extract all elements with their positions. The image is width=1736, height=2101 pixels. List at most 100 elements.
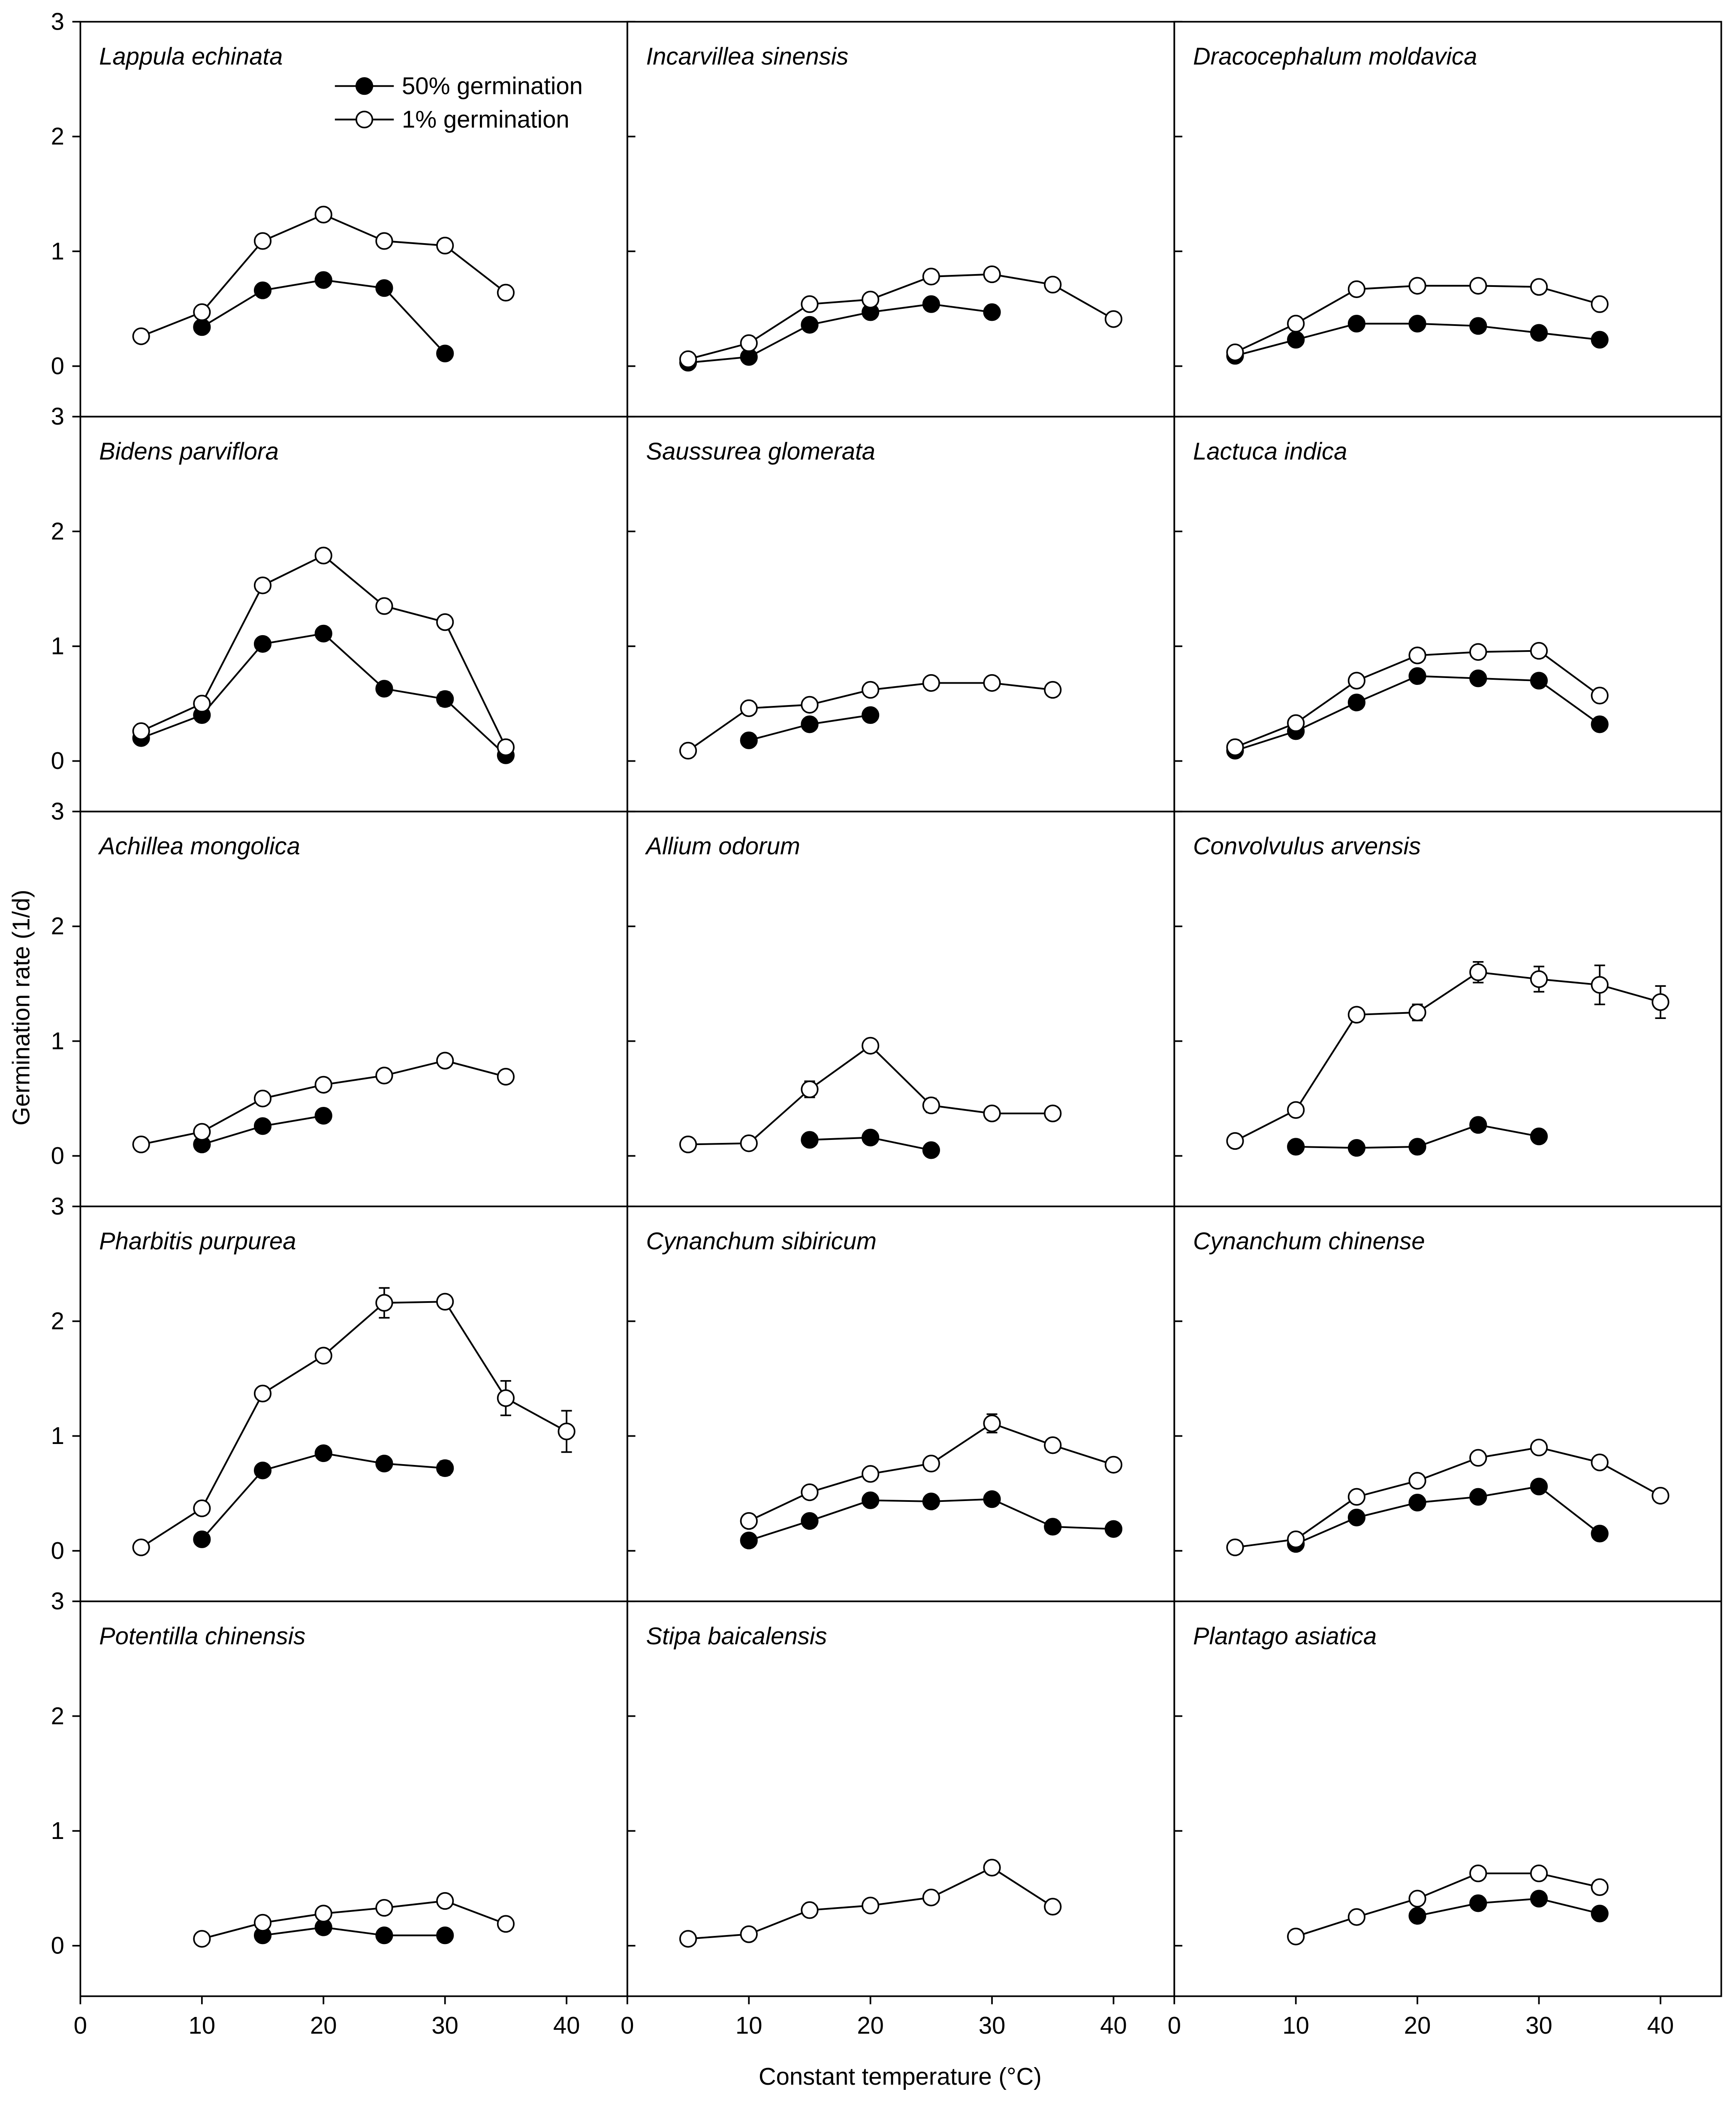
y-tick-label: 1: [51, 1817, 64, 1844]
x-tick-label: 10: [1282, 2012, 1309, 2039]
data-point: [1226, 738, 1244, 756]
data-point: [862, 1037, 880, 1055]
data-point: [1044, 1518, 1062, 1536]
data-point: [801, 696, 819, 714]
y-tick-label: 2: [51, 518, 64, 545]
data-point: [1347, 1508, 1365, 1527]
data-point: [1408, 1907, 1426, 1925]
y-tick-label: 2: [51, 1307, 64, 1334]
y-tick-label: 3: [51, 798, 64, 825]
data-point: [922, 1096, 940, 1115]
data-point: [1226, 1132, 1244, 1150]
data-point: [193, 695, 211, 713]
y-tick-label: 2: [51, 1702, 64, 1729]
data-point: [314, 1106, 332, 1125]
data-point: [740, 334, 758, 352]
data-point: [1044, 1898, 1062, 1916]
data-point: [314, 205, 332, 223]
data-point: [497, 738, 515, 756]
x-tick-label: 30: [431, 2012, 458, 2039]
data-point: [375, 680, 393, 698]
data-point: [983, 1104, 1001, 1122]
x-tick-label: 40: [1100, 2012, 1127, 2039]
data-point: [375, 279, 393, 297]
y-tick-label: 1: [51, 1027, 64, 1054]
panel-title: Cynanchum sibiricum: [646, 1227, 877, 1254]
panel-title: Bidens parviflora: [99, 437, 279, 464]
data-point: [1591, 331, 1609, 349]
data-point: [862, 1896, 880, 1914]
data-point: [1469, 1864, 1487, 1882]
data-point: [132, 1538, 150, 1556]
data-point: [922, 1888, 940, 1907]
y-axis-label: Germination rate (1/d): [8, 890, 35, 1126]
data-point: [1347, 672, 1365, 690]
data-point: [1469, 1894, 1487, 1912]
panel-title: Allium odorum: [645, 832, 800, 859]
data-point: [1044, 1436, 1062, 1454]
data-point: [1347, 1139, 1365, 1157]
legend-label: 1% germination: [402, 106, 570, 133]
panel-title: Potentilla chinensis: [99, 1622, 305, 1649]
data-point: [1530, 1127, 1548, 1145]
data-point: [1408, 277, 1426, 295]
series-line: [1235, 1447, 1661, 1549]
data-point: [1287, 1101, 1305, 1119]
data-point: [862, 1128, 880, 1147]
data-point: [253, 281, 272, 299]
x-tick-label: 20: [857, 2012, 884, 2039]
series-line: [1295, 1486, 1600, 1545]
data-point: [375, 1926, 393, 1944]
x-axis-label: Constant temperature (°C): [759, 2063, 1042, 2090]
data-point: [1408, 1472, 1426, 1490]
data-point: [1347, 1006, 1365, 1024]
data-point: [922, 1141, 940, 1159]
data-point: [375, 1899, 393, 1917]
data-point: [1591, 715, 1609, 733]
data-point: [801, 1901, 819, 1919]
x-tick-label: 10: [735, 2012, 763, 2039]
data-point: [1408, 1494, 1426, 1512]
data-point: [1287, 1530, 1305, 1548]
panel-title: Pharbitis purpurea: [99, 1227, 296, 1254]
y-tick-label: 2: [51, 123, 64, 150]
series-line: [1417, 1898, 1600, 1917]
panel-title: Incarvillea sinensis: [646, 43, 849, 70]
data-point: [436, 1459, 454, 1477]
data-point: [1226, 343, 1244, 362]
data-point: [1287, 1927, 1305, 1946]
data-point: [1591, 295, 1609, 313]
data-point: [1530, 1477, 1548, 1495]
data-point: [314, 546, 332, 564]
data-point: [1530, 324, 1548, 342]
y-tick-label: 3: [51, 403, 64, 430]
data-point: [862, 1465, 880, 1483]
x-tick-label: 30: [1525, 2012, 1552, 2039]
y-tick-label: 3: [51, 1193, 64, 1220]
data-point: [1408, 667, 1426, 685]
data-point: [253, 1117, 272, 1135]
data-point: [1104, 310, 1123, 328]
panel-title: Dracocephalum moldavica: [1193, 43, 1477, 70]
data-point: [436, 1926, 454, 1944]
data-point: [1408, 1004, 1426, 1022]
x-tick-label: 30: [979, 2012, 1006, 2039]
series-line: [202, 1900, 506, 1940]
data-point: [253, 635, 272, 653]
x-tick-label: 40: [1647, 2012, 1674, 2039]
data-point: [1044, 276, 1062, 294]
data-point: [1226, 1538, 1244, 1556]
data-point: [922, 295, 940, 313]
data-point: [801, 1131, 819, 1149]
data-point: [862, 706, 880, 724]
data-point: [1469, 1449, 1487, 1467]
data-point: [375, 1067, 393, 1085]
data-point: [1530, 672, 1548, 690]
data-point: [1652, 993, 1670, 1011]
data-point: [1347, 280, 1365, 298]
data-point: [1408, 646, 1426, 664]
y-tick-label: 3: [51, 8, 64, 35]
legend-marker: [355, 77, 374, 95]
panel-title: Lactuca indica: [1193, 437, 1347, 464]
